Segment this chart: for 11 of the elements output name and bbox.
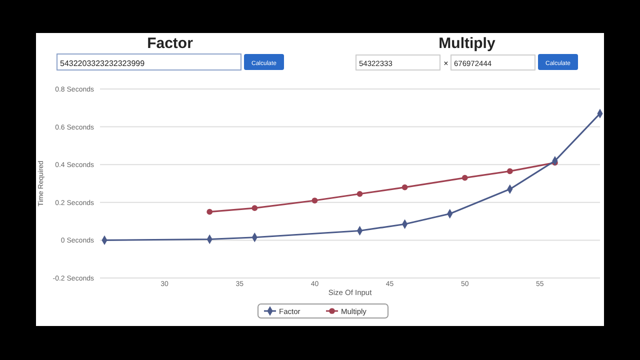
point [402,184,408,190]
point [356,190,363,197]
point [206,208,213,215]
point [506,168,513,174]
text: Multiply [438,35,496,52]
text: Factor [147,35,194,52]
text: 5432203323232323999 [60,59,146,68]
point [462,174,468,181]
text: × [444,59,449,68]
point [252,205,258,211]
point [312,198,318,204]
